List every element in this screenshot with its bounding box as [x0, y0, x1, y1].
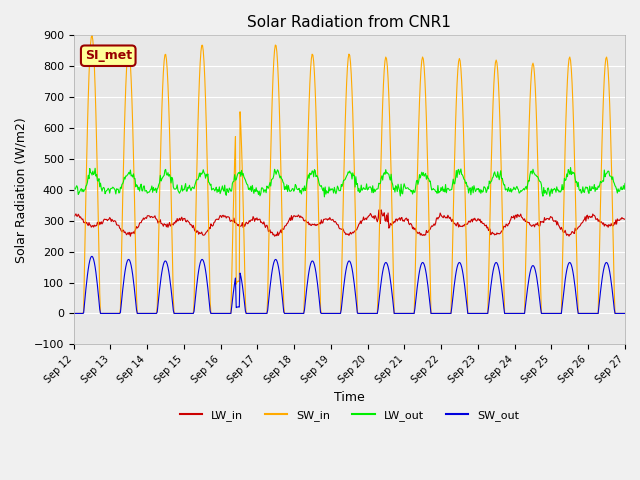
LW_out: [321, 194, 328, 200]
LW_out: [193, 177, 200, 183]
SW_out: [88, 253, 96, 259]
LW_in: [434, 216, 442, 222]
LW_out: [566, 165, 574, 170]
LW_out: [80, 189, 88, 194]
SW_in: [88, 33, 96, 38]
SW_out: [433, 311, 441, 316]
Text: SI_met: SI_met: [84, 49, 132, 62]
LW_out: [433, 191, 441, 196]
SW_in: [417, 66, 425, 72]
Y-axis label: Solar Radiation (W/m2): Solar Radiation (W/m2): [15, 117, 28, 263]
Line: SW_in: SW_in: [74, 36, 625, 313]
Line: SW_out: SW_out: [74, 256, 625, 313]
SW_in: [80, 308, 88, 314]
SW_out: [417, 262, 425, 268]
LW_in: [70, 213, 77, 218]
LW_out: [70, 184, 77, 190]
LW_in: [223, 215, 230, 221]
LW_in: [138, 220, 145, 226]
LW_in: [621, 216, 629, 222]
LW_out: [221, 191, 229, 196]
LW_in: [418, 232, 426, 238]
LW_in: [378, 207, 385, 213]
SW_in: [70, 311, 77, 316]
SW_out: [193, 279, 201, 285]
LW_out: [136, 183, 144, 189]
Line: LW_in: LW_in: [74, 210, 625, 236]
SW_in: [193, 154, 201, 160]
LW_in: [127, 233, 134, 239]
SW_out: [621, 311, 629, 316]
SW_in: [223, 311, 230, 316]
Line: LW_out: LW_out: [74, 168, 625, 197]
X-axis label: Time: Time: [334, 391, 365, 404]
SW_out: [138, 311, 145, 316]
LW_out: [417, 172, 425, 178]
SW_out: [70, 311, 77, 316]
SW_in: [138, 311, 145, 316]
SW_in: [433, 311, 441, 316]
LW_in: [193, 228, 201, 234]
LW_out: [621, 180, 629, 186]
SW_in: [621, 311, 629, 316]
SW_out: [223, 311, 230, 316]
SW_out: [80, 310, 88, 316]
Legend: LW_in, SW_in, LW_out, SW_out: LW_in, SW_in, LW_out, SW_out: [175, 406, 524, 425]
LW_in: [80, 219, 88, 225]
Title: Solar Radiation from CNR1: Solar Radiation from CNR1: [248, 15, 451, 30]
